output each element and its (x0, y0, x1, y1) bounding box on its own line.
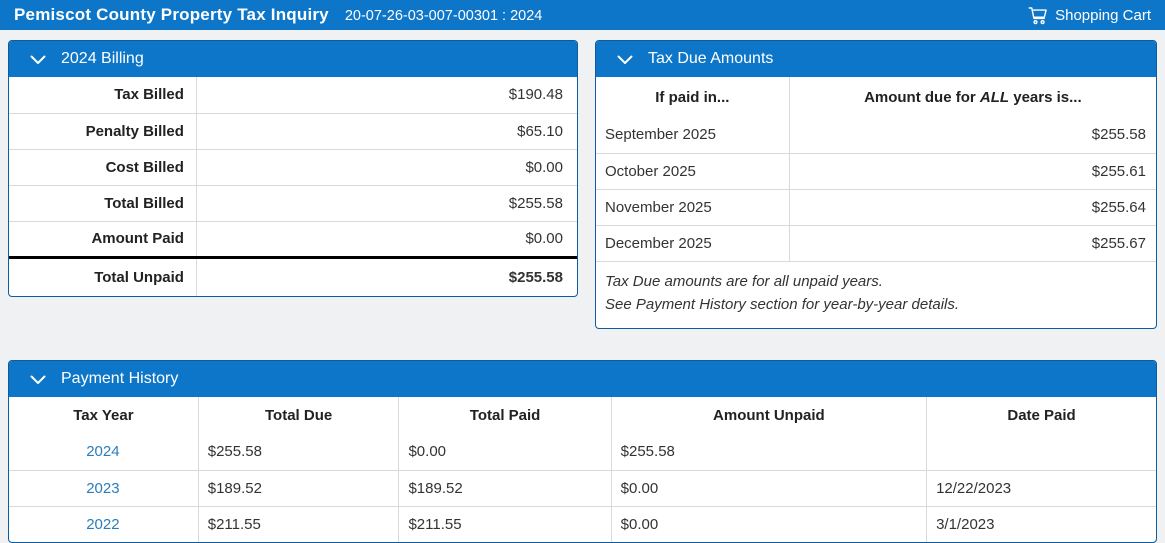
table-row: 2022 $211.55 $211.55 $0.00 3/1/2023 (9, 505, 1156, 542)
billing-panel-header[interactable]: 2024 Billing (9, 41, 577, 77)
total-unpaid-row: Total Unpaid $255.58 (9, 255, 577, 296)
amount-unpaid-cell: $255.58 (611, 434, 928, 470)
date-paid-cell (927, 434, 1156, 470)
billing-row-value: $0.00 (196, 148, 577, 185)
tax-year-cell: 2024 (9, 434, 199, 470)
table-row: 2023 $189.52 $189.52 $0.00 12/22/2023 (9, 469, 1156, 506)
total-due-cell: $255.58 (198, 434, 400, 470)
amount-due-header-suffix: years is... (1009, 88, 1082, 106)
payment-history-panel-header[interactable]: Payment History (9, 361, 1156, 397)
table-header-row: If paid in... Amount due for ALL years i… (596, 77, 1156, 117)
table-row: Total Billed $255.58 (9, 184, 577, 221)
tax-due-month-cell: September 2025 (596, 117, 790, 153)
chevron-down-icon (617, 53, 633, 65)
amount-due-header-emphasis: ALL (979, 88, 1010, 106)
billing-row-label: Tax Billed (9, 77, 197, 113)
tax-due-amount-cell: $255.58 (1091, 126, 1146, 144)
tax-due-month-cell: November 2025 (596, 188, 790, 225)
billing-row-label: Penalty Billed (9, 112, 197, 149)
billing-row-label: Amount Paid (9, 220, 197, 257)
table-row: October 2025 $255.61 (596, 152, 1156, 189)
amount-unpaid-cell: $0.00 (611, 505, 928, 542)
tax-due-table: If paid in... Amount due for ALL years i… (596, 77, 1156, 261)
table-row: November 2025 $255.64 (596, 188, 1156, 225)
shopping-cart-label: Shopping Cart (1055, 6, 1151, 24)
table-row: Penalty Billed $65.10 (9, 112, 577, 149)
tax-due-panel-title: Tax Due Amounts (648, 50, 774, 67)
tax-year-cell: 2023 (9, 469, 199, 506)
billing-panel: 2024 Billing Tax Billed $190.48 Penalty … (8, 40, 578, 297)
total-due-cell: $189.52 (198, 469, 400, 506)
total-paid-cell: $211.55 (398, 505, 612, 542)
date-paid-column-header: Date Paid (1007, 407, 1076, 424)
tax-year-column-header: Tax Year (9, 397, 199, 434)
total-paid-cell: $0.00 (398, 434, 612, 470)
payment-history-panel-title: Payment History (61, 370, 179, 387)
tax-due-note-line2: See Payment History section for year-by-… (605, 296, 960, 313)
chevron-down-icon (30, 53, 46, 65)
table-header-row: Tax Year Total Due Total Paid Amount Unp… (9, 397, 1156, 434)
table-row: Amount Paid $0.00 (9, 220, 577, 257)
billing-row-label: Cost Billed (9, 148, 197, 185)
tax-due-panel-header[interactable]: Tax Due Amounts (596, 41, 1156, 77)
tax-due-month-cell: October 2025 (596, 152, 790, 189)
tax-due-note-line1: Tax Due amounts are for all unpaid years… (605, 273, 883, 290)
payment-history-table: Tax Year Total Due Total Paid Amount Unp… (9, 397, 1156, 542)
tax-due-amount-cell: $255.61 (789, 152, 1156, 189)
total-paid-column-header: Total Paid (398, 397, 612, 434)
billing-panel-title: 2024 Billing (61, 50, 144, 67)
table-row: December 2025 $255.67 (596, 224, 1156, 261)
table-row: 2024 $255.58 $0.00 $255.58 (9, 434, 1156, 470)
parcel-id: 20-07-26-03-007-00301 : 2024 (344, 7, 543, 24)
tax-due-panel: Tax Due Amounts If paid in... Amount due… (595, 40, 1157, 329)
payment-history-panel: Payment History Tax Year Total Due Total… (8, 360, 1157, 543)
page-title: Pemiscot County Property Tax Inquiry (14, 5, 329, 24)
billing-row-value: $65.10 (196, 112, 577, 149)
billing-row-label: Total Billed (9, 184, 197, 221)
app-header: Pemiscot County Property Tax Inquiry 20-… (0, 0, 1165, 30)
total-unpaid-label: Total Unpaid (9, 255, 197, 296)
total-due-column-header: Total Due (198, 397, 400, 434)
total-paid-cell: $189.52 (398, 469, 612, 506)
amount-due-column-header: Amount due for ALL years is... (789, 77, 1156, 117)
tax-year-link[interactable]: 2022 (86, 515, 120, 533)
table-row: Tax Billed $190.48 (9, 77, 577, 113)
tax-due-month-cell: December 2025 (596, 224, 790, 261)
amount-due-header-prefix: Amount due for (864, 88, 980, 106)
table-row: September 2025 $255.58 (596, 117, 1156, 153)
date-paid-cell: 3/1/2023 (926, 505, 1156, 542)
tax-due-amount-cell: $255.67 (789, 224, 1156, 261)
shopping-cart-icon (1028, 5, 1048, 25)
tax-year-cell: 2022 (9, 505, 199, 542)
tax-year-link[interactable]: 2023 (86, 479, 120, 497)
chevron-down-icon (30, 373, 46, 385)
date-paid-cell: 12/22/2023 (926, 469, 1156, 506)
billing-row-value: $0.00 (196, 220, 577, 257)
billing-row-value: $190.48 (508, 86, 563, 104)
tax-due-note: Tax Due amounts are for all unpaid years… (596, 261, 1156, 328)
total-unpaid-value: $255.58 (196, 255, 577, 296)
shopping-cart-button[interactable]: Shopping Cart (1028, 5, 1151, 25)
if-paid-in-column-header: If paid in... (596, 77, 790, 117)
tax-due-amount-cell: $255.64 (789, 188, 1156, 225)
tax-year-link[interactable]: 2024 (86, 443, 120, 461)
billing-row-value: $255.58 (196, 184, 577, 221)
amount-unpaid-column-header: Amount Unpaid (611, 397, 928, 434)
table-row: Cost Billed $0.00 (9, 148, 577, 185)
billing-table: Tax Billed $190.48 Penalty Billed $65.10… (9, 77, 577, 296)
amount-unpaid-cell: $0.00 (611, 469, 928, 506)
total-due-cell: $211.55 (198, 505, 400, 542)
main-content: 2024 Billing Tax Billed $190.48 Penalty … (0, 30, 1165, 543)
